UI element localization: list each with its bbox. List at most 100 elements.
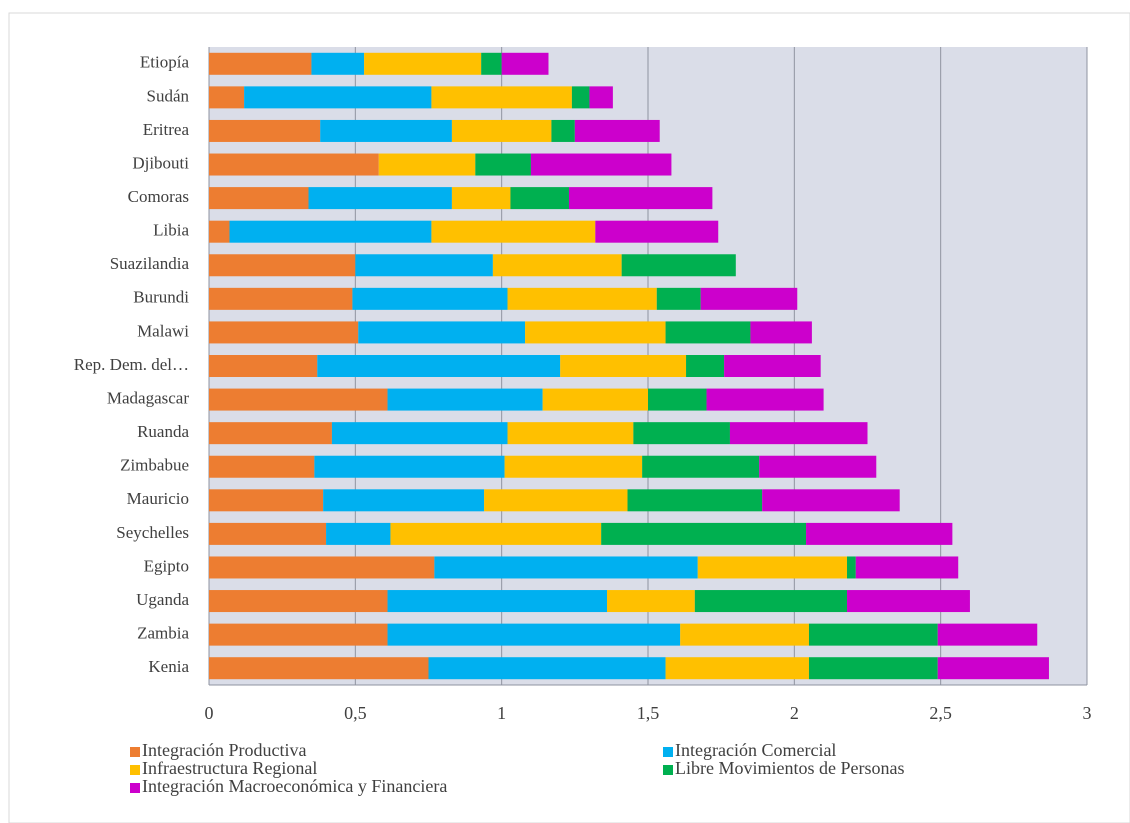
- legend-swatch: [130, 747, 140, 757]
- y-tick-label: Ruanda: [137, 422, 189, 441]
- bar-segment: [229, 220, 432, 243]
- bar-segment: [574, 119, 660, 142]
- bar-segment: [492, 254, 622, 277]
- bar-segment: [724, 355, 821, 377]
- bar-segment: [560, 355, 687, 377]
- bar-segment: [847, 590, 970, 613]
- bar-segment: [209, 254, 356, 277]
- bar-segment: [504, 455, 643, 478]
- bar-segment: [209, 153, 379, 176]
- x-tick-label: 0: [205, 703, 214, 723]
- bar-segment: [750, 321, 812, 344]
- y-tick-label: Etiopía: [140, 53, 190, 72]
- bar-segment: [729, 422, 868, 445]
- bar-segment: [311, 52, 365, 75]
- bar-segment: [355, 254, 493, 277]
- y-tick-label: Kenia: [148, 657, 189, 676]
- bar-segment: [595, 220, 719, 243]
- bar-segment: [317, 355, 561, 377]
- bar-segment: [686, 355, 725, 377]
- bar-segment: [665, 657, 809, 680]
- bar-segment: [209, 220, 230, 243]
- bar-segment: [352, 287, 508, 310]
- bar-segment: [633, 422, 730, 445]
- x-tick-label: 2,5: [929, 703, 952, 723]
- bar-segment: [706, 388, 824, 411]
- legend-swatch: [663, 765, 673, 775]
- bar-segment: [759, 455, 877, 478]
- bar-segment: [209, 388, 388, 411]
- bar-segment: [209, 86, 245, 109]
- bar-segment: [937, 623, 1038, 646]
- bar-segment: [855, 556, 959, 579]
- legend-swatch: [663, 747, 673, 757]
- bar-segment: [694, 590, 848, 613]
- x-tick-label: 2: [790, 703, 799, 723]
- bar-segment: [700, 287, 798, 310]
- y-tick-label: Egipto: [144, 556, 189, 575]
- bar-segment: [431, 220, 596, 243]
- legend-label: Integración Productiva: [142, 740, 306, 760]
- bar-segment: [507, 422, 634, 445]
- bar-segment: [601, 522, 807, 545]
- bar-segment: [323, 489, 485, 512]
- y-tick-label: Seychelles: [116, 523, 189, 542]
- y-tick-label: Zimbabue: [120, 456, 189, 475]
- bar-segment: [510, 187, 569, 210]
- bar-segment: [542, 388, 648, 411]
- bar-segment: [648, 388, 707, 411]
- bar-segment: [475, 153, 531, 176]
- bar-segment: [589, 86, 613, 109]
- bar-segment: [642, 455, 760, 478]
- bar-segment: [209, 119, 321, 142]
- y-tick-label: Mauricio: [127, 489, 189, 508]
- bar-segment: [390, 522, 602, 545]
- bar-segment: [387, 623, 681, 646]
- bar-segment: [331, 422, 508, 445]
- bar-segment: [484, 489, 628, 512]
- y-tick-label: Madagascar: [107, 388, 189, 407]
- x-tick-label: 0,5: [344, 703, 367, 723]
- bar-segment: [428, 657, 666, 680]
- bar-segment: [209, 455, 315, 478]
- bar-segment: [364, 52, 482, 75]
- bar-segment: [378, 153, 476, 176]
- bar-segment: [314, 455, 505, 478]
- x-tick-label: 1: [497, 703, 506, 723]
- bar-segment: [387, 590, 608, 613]
- bar-segment: [209, 287, 353, 310]
- bar-segment: [209, 489, 324, 512]
- bar-segment: [431, 86, 572, 109]
- x-tick-label: 1,5: [637, 703, 660, 723]
- bar-segment: [451, 187, 511, 210]
- y-tick-label: Libia: [153, 221, 189, 240]
- bar-segment: [358, 321, 526, 344]
- bar-segment: [209, 657, 429, 680]
- bar-segment: [209, 321, 359, 344]
- bar-segment: [762, 489, 900, 512]
- bar-segment: [568, 187, 713, 210]
- bar-segment: [434, 556, 698, 579]
- y-tick-label: Burundi: [133, 288, 189, 307]
- bar-segment: [209, 623, 388, 646]
- legend-label: Integración Comercial: [675, 740, 836, 760]
- y-tick-label: Uganda: [136, 590, 189, 609]
- bar-segment: [847, 556, 856, 579]
- bar-segment: [209, 590, 388, 613]
- y-tick-label: Zambia: [137, 624, 189, 643]
- bar-segment: [209, 52, 312, 75]
- bar-segment: [481, 52, 502, 75]
- y-tick-label: Comoras: [128, 187, 189, 206]
- y-tick-label: Suazilandia: [110, 254, 190, 273]
- y-tick-label: Rep. Dem. del…: [74, 355, 189, 374]
- legend-swatch: [130, 765, 140, 775]
- bar-segment: [937, 657, 1049, 680]
- legend-swatch: [130, 783, 140, 793]
- bar-segment: [530, 153, 672, 176]
- bar-segment: [244, 86, 432, 109]
- bar-segment: [501, 52, 549, 75]
- y-tick-label: Malawi: [137, 321, 189, 340]
- bar-segment: [387, 388, 543, 411]
- bar-segment: [627, 489, 763, 512]
- bar-segment: [607, 590, 695, 613]
